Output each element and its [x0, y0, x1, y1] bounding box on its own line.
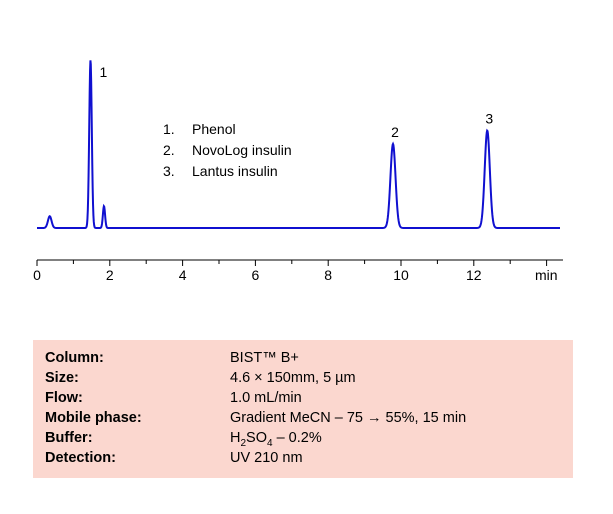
- buffer-formula-sub: 4: [267, 437, 273, 449]
- legend-item-2: 2. NovoLog insulin: [163, 142, 292, 158]
- condition-value: UV 210 nm: [230, 450, 303, 466]
- legend-name: NovoLog insulin: [192, 142, 292, 158]
- condition-label: Mobile phase:: [45, 410, 142, 426]
- buffer-formula-sub: 2: [240, 437, 247, 449]
- x-tick-label: 12: [466, 267, 482, 283]
- legend-number: 1.: [163, 121, 175, 137]
- condition-value: 4.6 × 150mm, 5 µm: [230, 370, 356, 386]
- condition-label: Flow:: [45, 390, 83, 406]
- condition-label: Column:: [45, 350, 104, 366]
- condition-value: 1.0 mL/min: [230, 390, 302, 406]
- condition-row-size: Size: 4.6 × 150mm, 5 µm: [45, 368, 573, 388]
- legend-number: 3.: [163, 163, 175, 179]
- legend-name: Lantus insulin: [192, 163, 278, 179]
- x-tick-label: 2: [106, 267, 114, 283]
- chromatogram-trace: [37, 60, 560, 229]
- chromatogram: 0 2 4 6 8 10 12 min 123 1. Phenol 2. NovoLog i…: [33, 60, 563, 283]
- peak-labels: 1 2 3: [100, 64, 494, 140]
- peak-label-2: 2: [391, 124, 399, 140]
- x-axis-unit-label: min: [535, 267, 558, 283]
- x-tick-label: 8: [324, 267, 332, 283]
- condition-value: H2SO4 – 0.2%: [230, 428, 573, 448]
- condition-row-mobile-phase: Mobile phase: Gradient MeCN – 75 → 55%, …: [45, 408, 573, 428]
- condition-label: Buffer:: [45, 430, 93, 446]
- legend-name: Phenol: [192, 121, 236, 137]
- x-tick-label: 10: [393, 267, 409, 283]
- condition-label: Size:: [45, 370, 79, 386]
- x-tick-label: 6: [252, 267, 260, 283]
- peak-label-3: 3: [485, 111, 493, 127]
- x-tick-label: 4: [179, 267, 187, 283]
- condition-label: Detection:: [45, 450, 116, 466]
- condition-row-column: Column: BIST™ B+: [45, 348, 573, 368]
- legend-item-1: 1. Phenol: [163, 121, 236, 137]
- condition-value: Gradient MeCN – 75 → 55%, 15 min: [230, 410, 467, 426]
- legend-item-3: 3. Lantus insulin: [163, 163, 278, 179]
- buffer-concentration: – 0.2%: [272, 430, 322, 446]
- peak-label-1: 1: [100, 64, 108, 80]
- buffer-formula-so: SO: [246, 430, 267, 446]
- x-tick-label: 0: [33, 267, 41, 283]
- condition-row-detection: Detection: UV 210 nm: [45, 448, 573, 468]
- condition-value: BIST™ B+: [230, 350, 299, 366]
- conditions-table: Column: BIST™ B+ Size: 4.6 × 150mm, 5 µm…: [33, 340, 573, 478]
- condition-row-buffer: Buffer: H2SO4 – 0.2%: [45, 428, 573, 448]
- buffer-formula-h: H: [230, 430, 241, 446]
- condition-row-flow: Flow: 1.0 mL/min: [45, 388, 573, 408]
- x-axis-ticks: 0 2 4 6 8 10 12: [33, 260, 548, 283]
- legend-number: 2.: [163, 142, 175, 158]
- legend: 1. Phenol 2. NovoLog insulin 3. Lantus i…: [163, 121, 292, 179]
